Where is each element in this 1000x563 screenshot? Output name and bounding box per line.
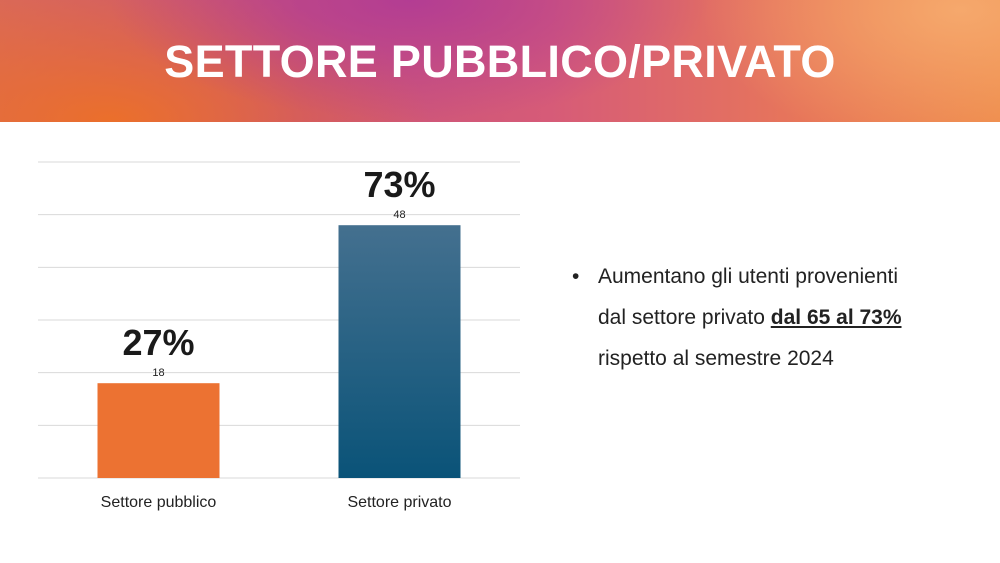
bar: [97, 383, 220, 478]
percent-label: 27%: [122, 322, 194, 363]
bar: [338, 225, 461, 478]
bullet-line-2-text: dal settore privato: [598, 306, 771, 329]
title-banner: SETTORE PUBBLICO/PRIVATO: [0, 0, 1000, 122]
bullet-line-3: rispetto al semestre 2024: [598, 347, 834, 370]
data-label: 48: [393, 209, 405, 221]
percent-label: 73%: [363, 164, 435, 205]
bars: [97, 225, 461, 478]
bullet-line-2: dal settore privato dal 65 al 73%: [598, 297, 972, 338]
bullet-item: Aumentano gli utenti provenienti dal set…: [598, 256, 972, 379]
bullet-line-1: Aumentano gli utenti provenienti: [598, 265, 899, 288]
category-label: Settore privato: [347, 494, 451, 511]
category-label: Settore pubblico: [101, 494, 217, 511]
slide-title: SETTORE PUBBLICO/PRIVATO: [164, 36, 836, 87]
labels: 18 27% Settore pubblico 48 73% Settore privat…: [101, 164, 452, 511]
bullet-marker: •: [572, 265, 580, 288]
bullet-emphasis: dal 65 al 73%: [770, 306, 902, 329]
bullet-list: • Aumentano gli utenti provenienti dal s…: [572, 256, 972, 379]
data-label: 18: [152, 367, 164, 379]
bar-chart: 18 27% Settore pubblico 48 73% Settore privat…: [38, 161, 520, 511]
